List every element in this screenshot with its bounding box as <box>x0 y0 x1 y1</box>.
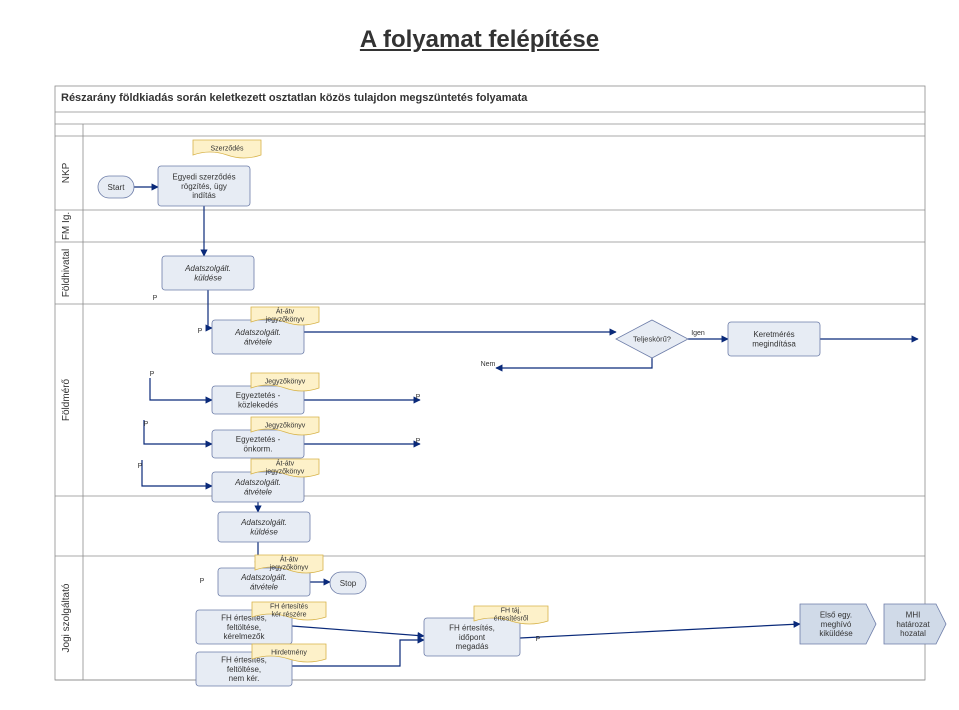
svg-text:jegyzőkönyv: jegyzőkönyv <box>269 564 309 571</box>
svg-text:Egyeztetés -: Egyeztetés - <box>236 435 281 444</box>
svg-text:kér részére: kér részére <box>271 611 306 618</box>
svg-text:meghívó: meghívó <box>821 620 852 629</box>
lane-label-nkp: NKP <box>61 162 72 183</box>
svg-text:átvétele: átvétele <box>250 582 279 591</box>
svg-text:rögzítés, ügy: rögzítés, ügy <box>181 182 227 191</box>
svg-text:megindítása: megindítása <box>752 339 796 348</box>
svg-text:küldése: küldése <box>250 527 278 536</box>
svg-text:P: P <box>416 438 421 445</box>
svg-text:küldése: küldése <box>194 273 222 282</box>
svg-text:nem kér.: nem kér. <box>229 674 260 683</box>
svg-text:jegyzőkönyv: jegyzőkönyv <box>265 316 305 323</box>
svg-text:értesítésről: értesítésről <box>494 615 529 622</box>
lane-label-fm: Földmérő <box>61 378 72 421</box>
svg-text:Stop: Stop <box>340 579 357 588</box>
lane-label-fh: Földhivatal <box>61 249 72 297</box>
svg-text:P: P <box>153 295 158 302</box>
svg-text:Hirdetmény: Hirdetmény <box>271 649 307 656</box>
svg-text:önkorm.: önkorm. <box>244 444 273 453</box>
svg-text:FH táj.: FH táj. <box>501 607 522 614</box>
svg-text:átvétele: átvétele <box>244 487 273 496</box>
svg-text:Adatszolgált.: Adatszolgált. <box>240 573 287 582</box>
lane-label-jogi: Jogi szolgáltató <box>61 583 72 652</box>
svg-text:határozat: határozat <box>896 620 930 629</box>
diagram-canvas: NKP FM Ig. Földhivatal Földmérő Jogi szolgál… <box>0 0 959 710</box>
svg-text:Át-átv: Át-átv <box>276 306 295 315</box>
svg-text:indítás: indítás <box>192 191 216 200</box>
svg-text:Egyedi szerződés: Egyedi szerződés <box>172 173 235 182</box>
svg-text:FH értesítés: FH értesítés <box>270 603 309 610</box>
svg-text:jegyzőkönyv: jegyzőkönyv <box>265 468 305 475</box>
svg-text:Adatszolgált.: Adatszolgált. <box>234 478 281 487</box>
svg-text:Igen: Igen <box>691 330 705 337</box>
svg-text:Szerződés: Szerződés <box>210 145 244 152</box>
svg-text:kiküldése: kiküldése <box>819 629 853 638</box>
svg-text:feltöltése,: feltöltése, <box>227 623 261 632</box>
svg-text:Át-átv: Át-átv <box>280 554 299 563</box>
svg-text:MHI: MHI <box>906 611 921 620</box>
svg-text:Start: Start <box>108 183 126 192</box>
svg-text:P: P <box>536 636 541 643</box>
svg-text:P: P <box>138 463 143 470</box>
svg-text:hozatal: hozatal <box>900 629 926 638</box>
svg-text:Át-átv: Át-átv <box>276 458 295 467</box>
svg-text:Első egy.: Első egy. <box>820 611 852 620</box>
svg-text:P: P <box>144 421 149 428</box>
svg-text:feltöltése,: feltöltése, <box>227 665 261 674</box>
svg-text:Adatszolgált.: Adatszolgált. <box>240 518 287 527</box>
svg-text:Nem: Nem <box>481 361 496 368</box>
svg-text:Egyeztetés -: Egyeztetés - <box>236 391 281 400</box>
svg-text:átvétele: átvétele <box>244 337 273 346</box>
svg-text:megadás: megadás <box>456 642 489 651</box>
svg-text:Adatszolgált.: Adatszolgált. <box>234 328 281 337</box>
svg-text:Adatszolgált.: Adatszolgált. <box>184 264 231 273</box>
svg-text:időpont: időpont <box>459 633 486 642</box>
svg-text:P: P <box>150 371 155 378</box>
svg-text:FH értesítés,: FH értesítés, <box>449 624 495 633</box>
svg-text:P: P <box>416 394 421 401</box>
svg-text:Keretmérés: Keretmérés <box>753 330 794 339</box>
svg-text:közlekedés: közlekedés <box>238 400 278 409</box>
svg-text:Jegyzőkönyv: Jegyzőkönyv <box>265 422 306 429</box>
svg-text:Jegyzőkönyv: Jegyzőkönyv <box>265 378 306 385</box>
svg-text:kérelmezők: kérelmezők <box>224 632 266 641</box>
svg-text:Teljeskörű?: Teljeskörű? <box>633 335 671 344</box>
svg-text:P: P <box>198 328 203 335</box>
lane-label-fmig: FM Ig. <box>61 212 72 240</box>
svg-text:P: P <box>200 578 205 585</box>
